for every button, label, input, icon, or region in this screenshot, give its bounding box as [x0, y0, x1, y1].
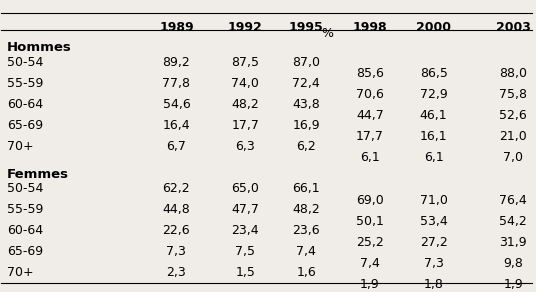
Text: 9,8: 9,8 [503, 257, 523, 270]
Text: 48,2: 48,2 [232, 98, 259, 111]
Text: 50-54: 50-54 [6, 56, 43, 69]
Text: 65-69: 65-69 [6, 245, 43, 258]
Text: 86,5: 86,5 [420, 67, 448, 80]
Text: 7,3: 7,3 [167, 245, 187, 258]
Text: 47,7: 47,7 [232, 203, 259, 216]
Text: 27,2: 27,2 [420, 236, 448, 249]
Text: 7,0: 7,0 [503, 151, 523, 164]
Text: 21,0: 21,0 [499, 130, 527, 143]
Text: 55-59: 55-59 [6, 77, 43, 90]
Text: 88,0: 88,0 [499, 67, 527, 80]
Text: 76,4: 76,4 [499, 194, 527, 207]
Text: 66,1: 66,1 [293, 182, 320, 195]
Text: 17,7: 17,7 [232, 119, 259, 132]
Text: 69,0: 69,0 [356, 194, 384, 207]
Text: 55-59: 55-59 [6, 203, 43, 216]
Text: 53,4: 53,4 [420, 215, 448, 228]
Text: 7,4: 7,4 [296, 245, 316, 258]
Text: 52,6: 52,6 [499, 109, 527, 122]
Text: 1989: 1989 [159, 21, 193, 34]
Text: 43,8: 43,8 [293, 98, 320, 111]
Text: 6,7: 6,7 [167, 140, 187, 153]
Text: Hommes: Hommes [6, 41, 71, 54]
Text: 74,0: 74,0 [232, 77, 259, 90]
Text: 6,2: 6,2 [296, 140, 316, 153]
Text: 6,3: 6,3 [235, 140, 255, 153]
Text: 1992: 1992 [228, 21, 263, 34]
Text: 2003: 2003 [496, 21, 531, 34]
Text: 87,5: 87,5 [232, 56, 259, 69]
Text: 44,8: 44,8 [162, 203, 190, 216]
Text: 70+: 70+ [6, 140, 33, 153]
Text: 16,4: 16,4 [162, 119, 190, 132]
Text: 1998: 1998 [353, 21, 388, 34]
Text: 2000: 2000 [416, 21, 451, 34]
Text: 75,8: 75,8 [499, 88, 527, 101]
Text: 65,0: 65,0 [232, 182, 259, 195]
Text: 72,9: 72,9 [420, 88, 448, 101]
Text: 50,1: 50,1 [356, 215, 384, 228]
Text: 48,2: 48,2 [293, 203, 320, 216]
Text: 46,1: 46,1 [420, 109, 448, 122]
Text: 89,2: 89,2 [162, 56, 190, 69]
Text: Femmes: Femmes [6, 168, 69, 181]
Text: 31,9: 31,9 [500, 236, 527, 249]
Text: 6,1: 6,1 [424, 151, 443, 164]
Text: 22,6: 22,6 [162, 224, 190, 237]
Text: 85,6: 85,6 [356, 67, 384, 80]
Text: 1,5: 1,5 [235, 266, 255, 279]
Text: 23,6: 23,6 [293, 224, 320, 237]
Text: 25,2: 25,2 [356, 236, 384, 249]
Text: 60-64: 60-64 [6, 98, 43, 111]
Text: 17,7: 17,7 [356, 130, 384, 143]
Text: 54,2: 54,2 [499, 215, 527, 228]
Text: 16,1: 16,1 [420, 130, 448, 143]
Text: 7,4: 7,4 [360, 257, 380, 270]
Text: 2,3: 2,3 [167, 266, 187, 279]
Text: 62,2: 62,2 [162, 182, 190, 195]
Text: 1,9: 1,9 [360, 278, 380, 291]
Text: 70,6: 70,6 [356, 88, 384, 101]
Text: 72,4: 72,4 [293, 77, 320, 90]
Text: 1,8: 1,8 [423, 278, 444, 291]
Text: 54,6: 54,6 [162, 98, 190, 111]
Text: 71,0: 71,0 [420, 194, 448, 207]
Text: 1,6: 1,6 [296, 266, 316, 279]
Text: 87,0: 87,0 [292, 56, 321, 69]
Text: 7,3: 7,3 [423, 257, 444, 270]
Text: 60-64: 60-64 [6, 224, 43, 237]
Text: 6,1: 6,1 [360, 151, 380, 164]
Text: 23,4: 23,4 [232, 224, 259, 237]
Text: 50-54: 50-54 [6, 182, 43, 195]
Text: %: % [322, 27, 333, 41]
Text: 16,9: 16,9 [293, 119, 320, 132]
Text: 70+: 70+ [6, 266, 33, 279]
Text: 1995: 1995 [289, 21, 324, 34]
Text: 77,8: 77,8 [162, 77, 190, 90]
Text: 7,5: 7,5 [235, 245, 255, 258]
Text: 65-69: 65-69 [6, 119, 43, 132]
Text: 44,7: 44,7 [356, 109, 384, 122]
Text: 1,9: 1,9 [503, 278, 523, 291]
